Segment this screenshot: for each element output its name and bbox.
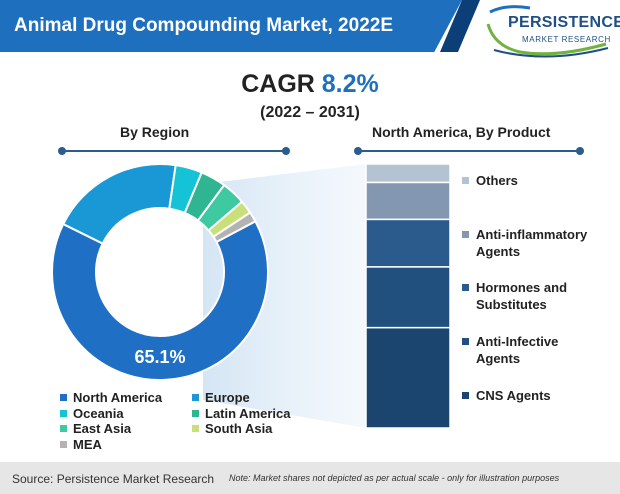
logo-name: PERSISTENCE: [508, 14, 620, 31]
donut-data-label: 65.1%: [134, 347, 185, 367]
legend-swatch: [192, 394, 199, 402]
product-divider: [358, 150, 580, 152]
bar-label-swatch: [462, 177, 469, 184]
product-chart-title: North America, By Product: [372, 124, 551, 140]
product-stacked-bar: [365, 163, 451, 429]
bar-segment-hormones-and-substitutes: [365, 218, 451, 268]
footer-source: Source: Persistence Market Research: [12, 472, 215, 486]
logo: PERSISTENCE MARKET RESEARCH: [486, 4, 620, 60]
title-banner: [0, 0, 462, 52]
donut-slice-europe: [61, 163, 177, 245]
legend-item-europe: Europe: [192, 390, 250, 405]
legend-swatch: [192, 410, 199, 418]
legend-swatch: [60, 394, 67, 402]
bar-label-swatch: [462, 338, 469, 345]
page-title: Animal Drug Compounding Market, 2022E: [14, 15, 393, 36]
bar-segment-anti-inflammatory-agents: [365, 181, 451, 221]
footer: Source: Persistence Market Research Note…: [0, 462, 620, 494]
bar-segment-cns-agents: [365, 326, 451, 429]
region-divider-dot-right: [282, 147, 290, 155]
donut-slice-north-america: [51, 219, 269, 381]
donut-slice-mea: [212, 211, 257, 244]
product-divider-dot-right: [576, 147, 584, 155]
bar-segment-anti-infective-agents: [365, 266, 451, 329]
cagr-label: CAGR: [241, 70, 315, 98]
legend-swatch: [60, 441, 67, 449]
bar-label-swatch: [462, 284, 469, 291]
legend-swatch: [60, 425, 67, 433]
legend-swatch: [192, 425, 199, 433]
region-chart-title: By Region: [120, 124, 190, 140]
legend-swatch: [60, 410, 67, 418]
legend-item-oceania: Oceania: [60, 406, 124, 421]
logo-tagline: MARKET RESEARCH: [522, 35, 611, 44]
legend-item-north-america: North America: [60, 390, 162, 405]
cagr-heading: CAGR 8.2%: [0, 70, 620, 99]
legend-item-south-asia: South Asia: [192, 421, 272, 436]
bar-label-swatch: [462, 392, 469, 399]
legend-item-east-asia: East Asia: [60, 421, 131, 436]
legend-item-mea: MEA: [60, 437, 102, 452]
footer-note: Note: Market shares not depicted as per …: [229, 473, 560, 483]
region-divider: [62, 150, 286, 152]
cagr-period: (2022 – 2031): [260, 104, 360, 121]
logo-swoosh-icon: [486, 5, 609, 58]
legend-item-latin-america: Latin America: [192, 406, 291, 421]
bar-segment-others: [365, 163, 451, 184]
bar-label-swatch: [462, 231, 469, 238]
region-divider-dot-left: [58, 147, 66, 155]
product-divider-dot-left: [354, 147, 362, 155]
region-donut: [51, 163, 269, 381]
cagr-value: 8.2%: [321, 70, 379, 98]
